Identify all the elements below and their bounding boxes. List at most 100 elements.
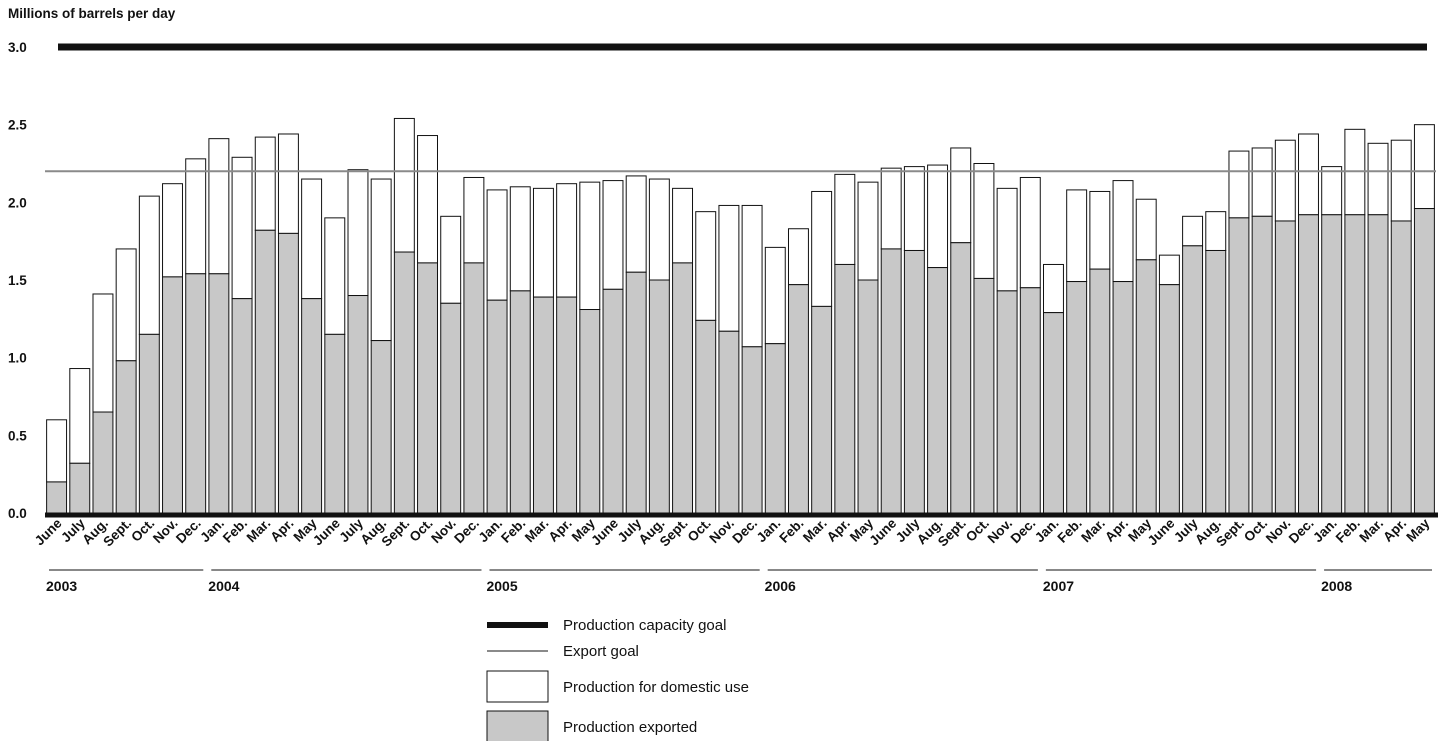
bar-domestic	[857, 181, 879, 281]
x-tick-label: Dec.	[729, 516, 760, 547]
bar-domestic	[463, 176, 485, 264]
bar-domestic	[1135, 198, 1157, 261]
bar-domestic	[1019, 176, 1041, 289]
x-tick-label: Dec.	[173, 516, 204, 547]
x-tick-label: Mar.	[800, 516, 830, 546]
bar-exported	[996, 290, 1018, 514]
bar-exported	[231, 298, 253, 514]
legend-domestic-swatch	[486, 670, 549, 703]
bar-domestic	[231, 156, 253, 300]
bar-exported	[1112, 281, 1134, 514]
bar-exported	[1066, 281, 1088, 514]
bar-domestic	[92, 293, 114, 413]
bar-domestic	[417, 135, 438, 264]
bar-exported	[208, 273, 230, 514]
bar-exported	[254, 229, 276, 514]
legend-domestic-label: Production for domestic use	[563, 679, 749, 696]
legend-capacity-label: Production capacity goal	[563, 617, 726, 634]
bar-exported	[1413, 208, 1435, 514]
bar-domestic	[787, 228, 809, 286]
bar-domestic	[208, 138, 230, 275]
x-tick-label: Oct.	[963, 516, 992, 545]
bar-domestic	[1321, 166, 1343, 216]
bar-exported	[834, 263, 856, 514]
bar-domestic	[1066, 189, 1088, 283]
y-tick-label: 2.0	[8, 195, 27, 210]
y-tick-label: 1.5	[8, 273, 27, 288]
bar-exported	[370, 340, 392, 514]
bar-domestic	[648, 178, 670, 281]
bar-domestic	[347, 169, 369, 297]
bar-exported	[347, 295, 369, 514]
bar-exported	[672, 262, 694, 514]
bar-exported	[695, 319, 717, 514]
bar-domestic	[672, 187, 694, 264]
bar-domestic	[370, 178, 392, 342]
bar-domestic	[556, 183, 578, 298]
bar-domestic	[811, 190, 833, 307]
bar-domestic	[579, 181, 601, 311]
bar-exported	[625, 271, 647, 514]
bar-exported	[556, 296, 578, 514]
bar-exported	[138, 333, 160, 514]
bar-domestic	[1228, 150, 1250, 219]
bar-domestic	[162, 183, 183, 278]
bar-domestic	[927, 164, 949, 269]
x-tick-label: Nov.	[706, 516, 737, 547]
bar-domestic	[69, 368, 91, 464]
x-tick-label: Mar.	[1078, 516, 1108, 546]
bar-domestic	[903, 166, 925, 251]
bar-exported	[185, 273, 207, 514]
bar-domestic	[1158, 254, 1180, 286]
bar-exported	[1390, 220, 1412, 514]
year-label: 2007	[1043, 578, 1074, 594]
x-tick-label: Nov.	[150, 516, 181, 547]
legend-exported-swatch	[486, 710, 549, 741]
bar-exported	[880, 248, 902, 514]
bar-exported	[903, 249, 925, 514]
bar-domestic	[973, 163, 995, 279]
bar-domestic	[509, 186, 531, 292]
bar-exported	[46, 481, 68, 514]
bar-exported	[1043, 312, 1064, 514]
y-axis-title: Millions of barrels per day	[8, 6, 176, 21]
x-tick-label: Feb.	[776, 516, 806, 546]
x-tick-label: Dec.	[451, 516, 482, 547]
bar-domestic	[1205, 211, 1227, 251]
x-tick-label: Jan.	[754, 516, 784, 546]
x-tick-label: Nov.	[985, 516, 1016, 547]
x-tick-label: Oct.	[406, 516, 435, 545]
bar-domestic	[185, 158, 207, 275]
bar-domestic	[301, 178, 323, 300]
bar-domestic	[1089, 190, 1111, 270]
bar-domestic	[1298, 133, 1319, 216]
bar-exported	[92, 411, 114, 514]
bar-exported	[950, 242, 972, 514]
bar-exported	[486, 299, 508, 514]
year-label: 2003	[46, 578, 77, 594]
y-tick-label: 2.5	[8, 118, 27, 133]
y-tick-label: 3.0	[8, 40, 27, 55]
y-tick-label: 0.0	[8, 506, 27, 521]
bar-exported	[857, 279, 879, 514]
bar-domestic	[950, 147, 972, 244]
bar-exported	[1205, 249, 1227, 514]
bar-domestic	[324, 217, 346, 335]
x-tick-label: Mar.	[1356, 516, 1386, 546]
bar-exported	[277, 232, 299, 514]
x-tick-label: Jan.	[197, 516, 227, 546]
bar-domestic	[46, 419, 68, 483]
year-label: 2004	[208, 578, 239, 594]
x-tick-label: Feb.	[1055, 516, 1085, 546]
x-tick-label: Feb.	[498, 516, 528, 546]
bar-exported	[1135, 259, 1157, 514]
x-tick-label: Apr.	[267, 516, 296, 545]
bar-exported	[1367, 214, 1389, 514]
x-tick-label: Apr.	[824, 516, 853, 545]
bar-domestic	[718, 204, 740, 332]
bar-exported	[1321, 214, 1343, 514]
bar-domestic	[486, 189, 508, 301]
bar-exported	[532, 296, 554, 514]
x-tick-label: Oct.	[1241, 516, 1270, 545]
